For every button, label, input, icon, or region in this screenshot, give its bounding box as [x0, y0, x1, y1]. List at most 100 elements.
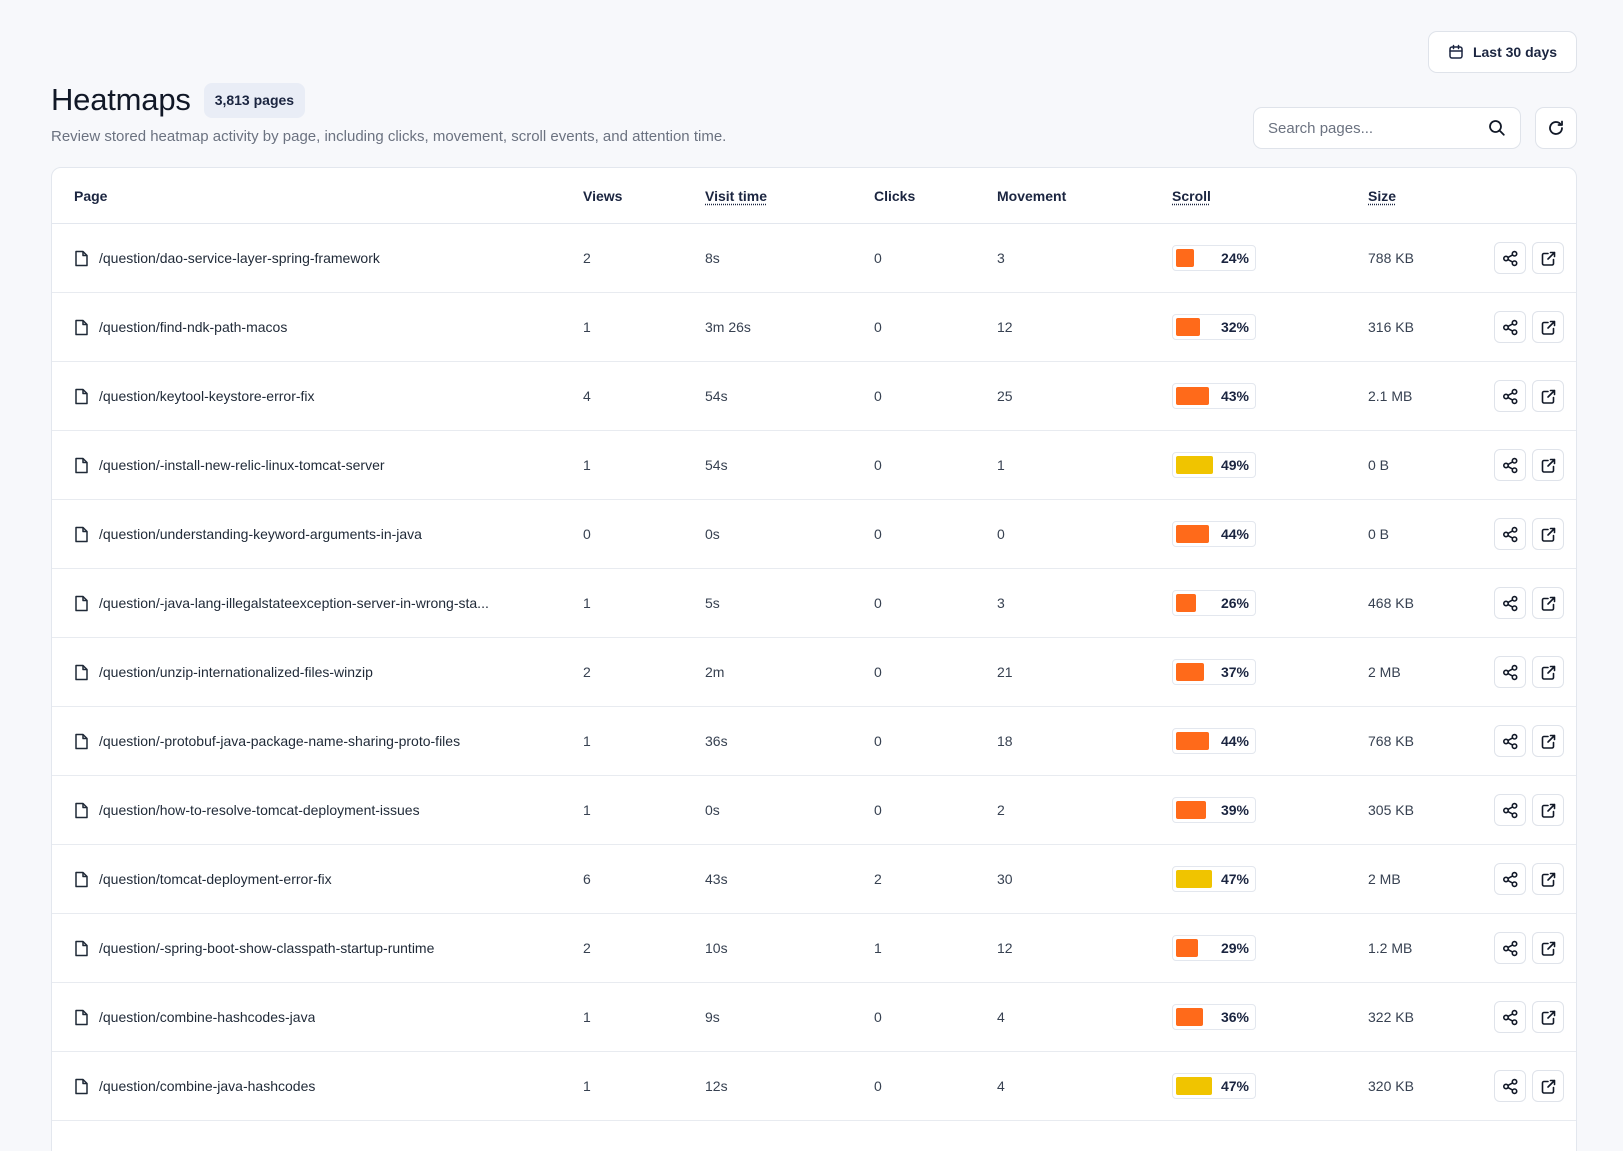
share-button[interactable] [1494, 242, 1526, 274]
open-heatmap-button[interactable] [1532, 1001, 1564, 1033]
search-box[interactable] [1253, 107, 1521, 149]
page-path[interactable]: /question/find-ndk-path-macos [99, 319, 288, 335]
page-path[interactable]: /question/tomcat-deployment-error-fix [99, 871, 332, 887]
scroll-depth-bar: 32% [1172, 314, 1256, 340]
page-cell[interactable]: /question/keytool-keystore-error-fix [74, 362, 315, 430]
movement-value: 4 [997, 1009, 1005, 1025]
page-cell[interactable]: /question/-protobuf-java-package-name-sh… [74, 707, 460, 775]
views-value: 1 [583, 1009, 591, 1025]
page-cell[interactable]: /question/understanding-keyword-argument… [74, 500, 422, 568]
scroll-depth-bar: 47% [1172, 1073, 1256, 1099]
external-link-icon [1540, 457, 1557, 474]
table-row[interactable]: /question/dao-service-layer-spring-frame… [52, 224, 1576, 293]
external-link-icon [1540, 664, 1557, 681]
page-cell[interactable]: /question/find-ndk-path-macos [74, 293, 287, 361]
share-button[interactable] [1494, 932, 1526, 964]
column-header-visit-time[interactable]: Visit time [705, 188, 767, 204]
open-heatmap-button[interactable] [1532, 449, 1564, 481]
clicks-value: 0 [874, 319, 882, 335]
share-button[interactable] [1494, 380, 1526, 412]
page-cell[interactable]: /question/how-to-resolve-tomcat-deployme… [74, 776, 420, 844]
open-heatmap-button[interactable] [1532, 242, 1564, 274]
page-path[interactable]: /question/-protobuf-java-package-name-sh… [99, 733, 461, 749]
share-button[interactable] [1494, 725, 1526, 757]
page-cell[interactable]: /question/tomcat-deployment-error-fix [74, 845, 332, 913]
table-row[interactable]: /question/-install-new-relic-linux-tomca… [52, 431, 1576, 500]
share-button[interactable] [1494, 863, 1526, 895]
open-heatmap-button[interactable] [1532, 311, 1564, 343]
page-path[interactable]: /question/understanding-keyword-argument… [99, 526, 422, 542]
refresh-icon [1549, 120, 1563, 135]
title-row: Heatmaps 3,813 pages [51, 82, 306, 118]
column-header-size[interactable]: Size [1368, 188, 1397, 204]
table-row[interactable]: /question/keytool-keystore-error-fix 4 54s… [52, 362, 1576, 431]
page-cell[interactable]: /question/-spring-boot-show-classpath-st… [74, 914, 434, 982]
share-button[interactable] [1494, 518, 1526, 550]
page-cell[interactable]: /question/-java-lang-illegalstateexcepti… [74, 569, 489, 637]
page-cell[interactable]: /question/unzip-internationalized-files-… [74, 638, 373, 706]
page-cell[interactable]: /question/combine-java-hashcodes [74, 1052, 315, 1120]
page-cell[interactable]: /question/combine-hashcodes-java [74, 983, 315, 1051]
table-row[interactable]: /question/how-to-resolve-tomcat-deployme… [52, 776, 1576, 845]
scroll-value: 29% [1220, 940, 1249, 956]
open-heatmap-button[interactable] [1532, 863, 1564, 895]
movement-value: 1 [997, 457, 1005, 473]
refresh-button[interactable] [1535, 107, 1577, 149]
date-range-button[interactable]: Last 30 days [1428, 31, 1577, 73]
table-row[interactable]: /question/-protobuf-java-package-name-sh… [52, 707, 1576, 776]
file-icon [74, 250, 89, 267]
page-path[interactable]: /question/unzip-internationalized-files-… [99, 664, 373, 680]
scroll-depth-fill [1176, 801, 1206, 819]
table-row[interactable]: /question/find-ndk-path-macos 1 3m 26s 0 12 3… [52, 293, 1576, 362]
share-icon [1502, 1009, 1519, 1026]
open-heatmap-button[interactable] [1532, 380, 1564, 412]
table-row[interactable]: /question/combine-hashcodes-java 1 9s 0 4 36%… [52, 983, 1576, 1052]
column-header-scroll[interactable]: Scroll [1172, 188, 1211, 204]
share-button[interactable] [1494, 311, 1526, 343]
movement-value: 2 [997, 802, 1005, 818]
page-path[interactable]: /question/-spring-boot-show-classpath-st… [99, 940, 435, 956]
share-button[interactable] [1494, 1001, 1526, 1033]
open-heatmap-button[interactable] [1532, 794, 1564, 826]
page-path[interactable]: /question/keytool-keystore-error-fix [99, 388, 315, 404]
movement-value: 12 [997, 940, 1013, 956]
open-heatmap-button[interactable] [1532, 656, 1564, 688]
movement-value: 21 [997, 664, 1013, 680]
movement-value: 12 [997, 319, 1013, 335]
row-actions [1494, 638, 1564, 706]
share-button[interactable] [1494, 587, 1526, 619]
share-button[interactable] [1494, 794, 1526, 826]
table-row[interactable]: /question/-java-lang-illegalstateexcepti… [52, 569, 1576, 638]
scroll-value: 43% [1220, 388, 1249, 404]
visit-time-value: 0s [705, 802, 720, 818]
page-path[interactable]: /question/combine-hashcodes-java [99, 1009, 316, 1025]
search-input[interactable] [1268, 119, 1488, 137]
page-cell[interactable]: /question/-install-new-relic-linux-tomca… [74, 431, 385, 499]
page-path[interactable]: /question/-java-lang-illegalstateexcepti… [99, 595, 489, 611]
table-row[interactable]: /question/-spring-boot-show-classpath-st… [52, 914, 1576, 983]
calendar-icon [1449, 44, 1463, 59]
external-link-icon [1540, 250, 1557, 267]
page-path[interactable]: /question/dao-service-layer-spring-frame… [99, 250, 380, 266]
scroll-depth-bar: 43% [1172, 383, 1256, 409]
open-heatmap-button[interactable] [1532, 932, 1564, 964]
share-button[interactable] [1494, 656, 1526, 688]
table-row[interactable]: /question/tomcat-deployment-error-fix 6 43… [52, 845, 1576, 914]
clicks-value: 0 [874, 595, 882, 611]
search-icon[interactable] [1488, 119, 1506, 137]
page-path[interactable]: /question/combine-java-hashcodes [99, 1078, 316, 1094]
share-button[interactable] [1494, 1070, 1526, 1102]
table-row[interactable]: /question/combine-java-hashcodes 1 12s 0 4 47… [52, 1052, 1576, 1121]
open-heatmap-button[interactable] [1532, 518, 1564, 550]
page-path[interactable]: /question/how-to-resolve-tomcat-deployme… [99, 802, 420, 818]
table-row[interactable]: /question/understanding-keyword-argument… [52, 500, 1576, 569]
share-button[interactable] [1494, 449, 1526, 481]
open-heatmap-button[interactable] [1532, 1070, 1564, 1102]
page-path[interactable]: /question/-install-new-relic-linux-tomca… [99, 457, 385, 473]
table-row[interactable]: /question/unzip-internationalized-files-… [52, 638, 1576, 707]
page-cell[interactable]: /question/dao-service-layer-spring-frame… [74, 224, 380, 292]
open-heatmap-button[interactable] [1532, 725, 1564, 757]
open-heatmap-button[interactable] [1532, 587, 1564, 619]
size-value: 320 KB [1368, 1078, 1414, 1094]
column-header-page: Page [74, 188, 108, 204]
